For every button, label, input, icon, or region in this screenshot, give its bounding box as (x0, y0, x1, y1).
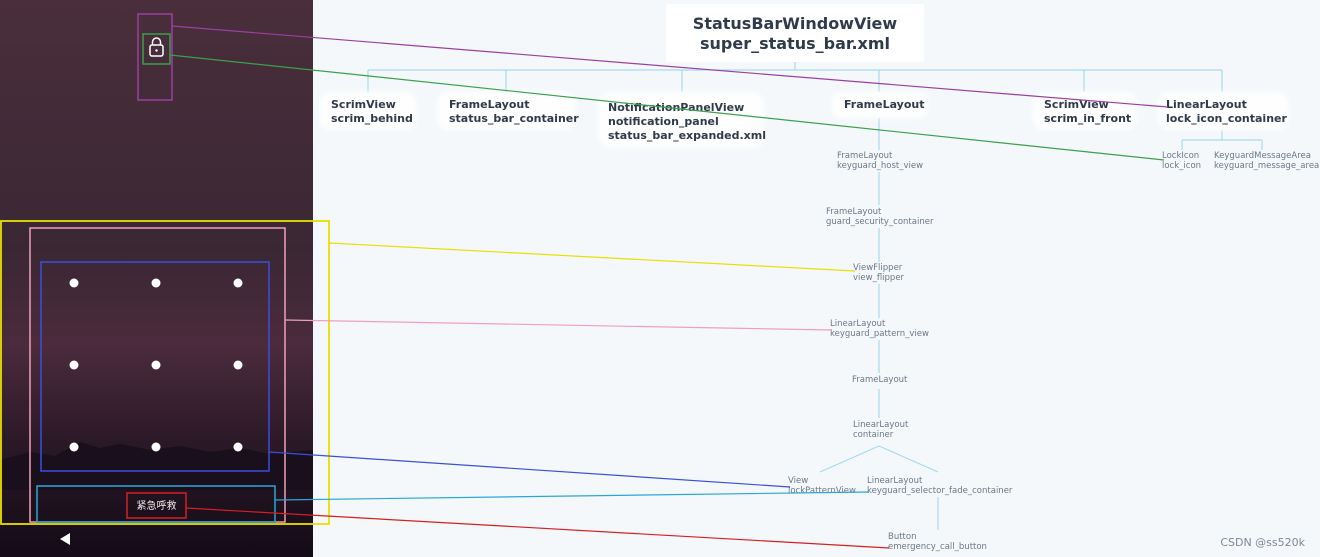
node-lock-icon: LockIcon lock_icon (1162, 151, 1201, 171)
node-backgrounds (320, 4, 1288, 148)
node-class: FrameLayout (852, 375, 908, 385)
node-class: ViewFlipper (853, 263, 903, 273)
lock-pattern-link (268, 451, 791, 488)
node-class: FrameLayout (837, 151, 893, 161)
pattern-dot[interactable] (151, 442, 161, 452)
tree-connectors (367, 62, 1263, 530)
pattern-dot[interactable] (151, 360, 161, 370)
node-emergency-call-button: Button emergency_call_button (888, 532, 987, 552)
node-id: keyguard_message_area (1214, 161, 1319, 171)
root-class: StatusBarWindowView (693, 14, 898, 33)
padlock-icon (149, 37, 164, 57)
emergency-button-highlight (126, 492, 187, 519)
node-class: LockIcon (1162, 151, 1199, 161)
node-id: container (853, 430, 894, 440)
back-arrow-icon[interactable] (60, 533, 70, 545)
node-keyguard-message-area: KeyguardMessageArea keyguard_message_are… (1214, 151, 1319, 171)
pattern-grid[interactable] (69, 278, 243, 452)
pattern-dot[interactable] (69, 442, 79, 452)
node-keyguard-host-view: FrameLayout keyguard_host_view (837, 151, 923, 171)
root-node-box (666, 4, 924, 62)
pattern-dot[interactable] (69, 360, 79, 370)
node-class: ScrimView (331, 98, 396, 111)
mountain-silhouette (0, 442, 313, 490)
emergency-call-label[interactable]: 紧急呼救 (137, 499, 177, 512)
lock-pattern-highlight (40, 261, 270, 472)
node-class: FrameLayout (844, 98, 925, 111)
emergency-button-link (185, 507, 890, 549)
lockscreen-preview (0, 0, 313, 557)
node-id: keyguard_host_view (837, 161, 923, 171)
watermark: CSDN @ss520k (1220, 536, 1305, 549)
lock-icon-highlight (142, 33, 171, 65)
view-flipper-highlight (0, 220, 330, 525)
selector-fade-highlight (36, 485, 276, 523)
node-lock-pattern-view: View lockPatternView (788, 476, 856, 496)
node-keyguard-selector-fade-container: LinearLayout keyguard_selector_fade_cont… (867, 476, 1013, 496)
node-id: lock_icon_container (1166, 112, 1287, 125)
node-class: KeyguardMessageArea (1214, 151, 1311, 161)
selector-fade-link (274, 491, 870, 501)
node-lock-icon-container: LinearLayout lock_icon_container (1166, 98, 1287, 125)
node-class: FrameLayout (449, 98, 530, 111)
pattern-dot[interactable] (233, 278, 243, 288)
node-scrim-behind: ScrimView scrim_behind (331, 98, 413, 125)
node-id: status_bar_container (449, 112, 579, 125)
lock-container-highlight (137, 13, 173, 101)
node-id: lock_icon (1162, 161, 1201, 171)
node-id: view_flipper (853, 273, 905, 283)
node-layout-file: status_bar_expanded.xml (608, 129, 766, 142)
node-frame-layout-inner: FrameLayout (852, 375, 908, 385)
view-flipper-link (328, 242, 856, 272)
pattern-dot[interactable] (151, 278, 161, 288)
node-class: LinearLayout (853, 420, 909, 430)
node-frame-layout: FrameLayout (844, 98, 925, 111)
lock-container-link (171, 25, 1169, 108)
node-keyguard-pattern-view: LinearLayout keyguard_pattern_view (830, 319, 929, 339)
node-class: LinearLayout (830, 319, 886, 329)
node-id: keyguard_selector_fade_container (867, 486, 1013, 496)
node-class: Button (888, 532, 916, 542)
pattern-dot[interactable] (233, 360, 243, 370)
node-container: LinearLayout container (853, 420, 909, 440)
node-id: lockPatternView (788, 486, 856, 496)
node-class: LinearLayout (1166, 98, 1247, 111)
node-class: FrameLayout (826, 207, 882, 217)
node-id: emergency_call_button (888, 542, 987, 552)
node-status-bar-container: FrameLayout status_bar_container (449, 98, 579, 125)
node-id: keyguard_pattern_view (830, 329, 929, 339)
pattern-dot[interactable] (69, 278, 79, 288)
root-layout-file: super_status_bar.xml (700, 34, 890, 53)
pattern-view-highlight (29, 227, 286, 523)
node-id: notification_panel (608, 115, 719, 128)
node-view-flipper: ViewFlipper view_flipper (853, 263, 905, 283)
node-class: View (788, 476, 808, 486)
node-id: guard_security_container (826, 217, 934, 227)
phone-overlays: 紧急呼救 (0, 13, 330, 545)
node-class: NotificationPanelView (608, 101, 744, 114)
node-id: scrim_behind (331, 112, 413, 125)
node-class: LinearLayout (867, 476, 923, 486)
root-node: StatusBarWindowView super_status_bar.xml (693, 14, 898, 53)
node-notification-panel: NotificationPanelView notification_panel… (608, 101, 766, 142)
lock-icon-link (169, 54, 1165, 161)
node-id: scrim_in_front (1044, 112, 1131, 125)
mapping-lines (169, 25, 1169, 549)
node-guard-security-container: FrameLayout guard_security_container (826, 207, 934, 227)
pattern-dot[interactable] (233, 442, 243, 452)
pattern-view-link (284, 319, 833, 331)
